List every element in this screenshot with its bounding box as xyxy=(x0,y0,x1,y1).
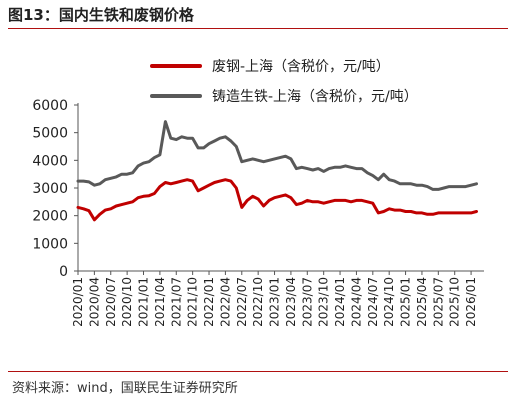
x-tick-label: 2023/01 xyxy=(268,277,282,327)
legend-label-scrap-steel: 废钢-上海（含税价，元/吨） xyxy=(212,59,390,75)
x-tick-label: 2025/01 xyxy=(399,277,413,327)
x-tick-label: 2021/04 xyxy=(153,277,167,327)
y-tick-label: 5000 xyxy=(32,126,68,142)
x-tick-label: 2025/07 xyxy=(431,277,445,327)
title-divider xyxy=(8,28,508,29)
legend-item-pig-iron: 铸造生铁-上海（含税价，元/吨） xyxy=(150,86,480,106)
x-tick-label: 2022/10 xyxy=(251,277,265,327)
x-tick-label: 2024/10 xyxy=(382,277,396,327)
x-tick-label: 2020/04 xyxy=(87,277,101,327)
x-tick-label: 2023/04 xyxy=(284,277,298,327)
y-tick-label: 4000 xyxy=(32,153,68,169)
x-tick-label: 2021/01 xyxy=(137,277,151,327)
x-tick-label: 2022/07 xyxy=(235,277,249,327)
x-tick-label: 2024/04 xyxy=(349,277,363,327)
x-tick-label: 2024/07 xyxy=(366,277,380,327)
x-tick-label: 2020/10 xyxy=(120,277,134,327)
series-line-pig-iron xyxy=(76,120,478,191)
y-tick-label: 2000 xyxy=(32,209,68,225)
series-line-scrap-steel xyxy=(76,178,478,222)
y-tick-label: 3000 xyxy=(32,181,68,197)
x-tick-label: 2024/01 xyxy=(333,277,347,327)
x-tick-label: 2025/10 xyxy=(448,277,462,327)
legend-swatch-pig-iron xyxy=(150,94,202,98)
x-tick-label: 2021/07 xyxy=(169,277,183,327)
y-tick-label: 0 xyxy=(59,264,68,280)
legend-item-scrap-steel: 废钢-上海（含税价，元/吨） xyxy=(150,56,450,76)
page-title: 图13：国内生铁和废钢价格 xyxy=(8,6,194,24)
x-tick-label: 2022/04 xyxy=(218,277,232,327)
title-bar: 图13：国内生铁和废钢价格 xyxy=(0,0,516,28)
footer-divider xyxy=(8,371,508,372)
x-tick-label: 2025/04 xyxy=(415,277,429,327)
x-tick-label: 2022/01 xyxy=(202,277,216,327)
legend-label-pig-iron: 铸造生铁-上海（含税价，元/吨） xyxy=(212,89,418,105)
legend-swatch-scrap-steel xyxy=(150,64,202,68)
source-note: 资料来源：wind，国联民生证券研究所 xyxy=(12,381,238,396)
y-tick-label: 1000 xyxy=(32,236,68,252)
x-tick-label: 2020/07 xyxy=(104,277,118,327)
x-tick-label: 2023/10 xyxy=(317,277,331,327)
x-tick-label: 2021/10 xyxy=(186,277,200,327)
x-tick-label: 2020/01 xyxy=(71,277,85,327)
x-tick-label: 2026/01 xyxy=(464,277,478,327)
y-tick-label: 6000 xyxy=(32,98,68,114)
x-tick-label: 2023/07 xyxy=(300,277,314,327)
